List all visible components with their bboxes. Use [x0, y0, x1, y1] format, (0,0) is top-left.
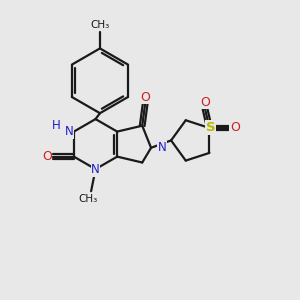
- Text: H: H: [52, 118, 61, 132]
- Text: O: O: [230, 122, 240, 134]
- Text: N: N: [91, 163, 100, 176]
- Text: O: O: [42, 150, 52, 163]
- Text: O: O: [200, 96, 210, 109]
- Text: S: S: [206, 121, 216, 134]
- Text: N: N: [158, 141, 166, 154]
- Text: O: O: [140, 91, 150, 103]
- Text: CH₃: CH₃: [90, 20, 110, 30]
- Text: N: N: [64, 125, 73, 138]
- Text: CH₃: CH₃: [79, 194, 98, 204]
